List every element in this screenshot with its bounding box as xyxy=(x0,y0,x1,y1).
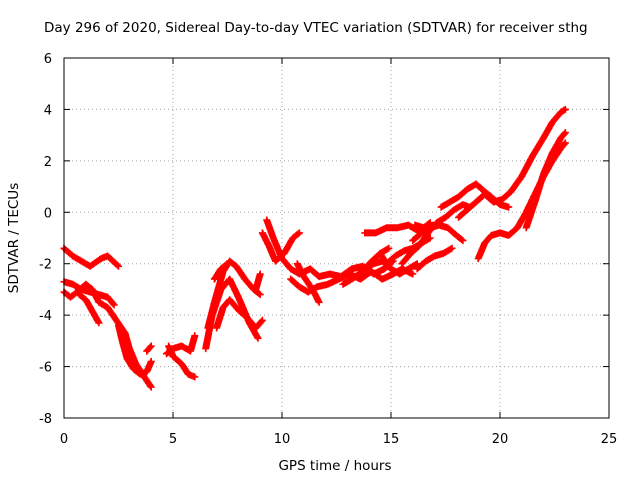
data-markers xyxy=(413,244,456,273)
series-arc5 xyxy=(115,321,155,378)
series-arc20 xyxy=(361,221,428,237)
series-arc8 xyxy=(165,342,199,381)
y-tick-label: -4 xyxy=(39,309,52,324)
data-markers xyxy=(210,260,231,283)
data-markers xyxy=(409,221,467,245)
chart-title: Day 296 of 2020, Sidereal Day-to-day VTE… xyxy=(44,20,588,36)
data-markers xyxy=(143,342,155,355)
y-tick-label: 4 xyxy=(44,103,52,118)
y-tick-label: 2 xyxy=(44,155,52,170)
series-arc11 xyxy=(213,296,266,332)
x-axis-title: GPS time / hours xyxy=(278,458,391,474)
series-arc4 xyxy=(75,291,103,327)
x-tick-label: 0 xyxy=(60,432,68,447)
y-tick-label: 6 xyxy=(44,52,52,67)
data-markers xyxy=(115,321,155,378)
data-markers xyxy=(293,260,323,306)
series-arc29 xyxy=(522,129,569,232)
data-points xyxy=(60,105,569,391)
series-arc25 xyxy=(411,219,434,232)
series-arc12 xyxy=(210,260,231,283)
x-tick-label: 20 xyxy=(492,432,509,447)
series-arc13 xyxy=(252,270,264,293)
grid-lines xyxy=(64,58,609,418)
series-arc23 xyxy=(409,221,467,245)
plot-frame xyxy=(63,57,610,419)
series-arc24 xyxy=(413,244,456,273)
data-markers xyxy=(411,219,434,232)
series-arc17 xyxy=(293,260,323,306)
data-markers xyxy=(75,291,103,327)
data-markers xyxy=(361,221,428,237)
y-tick-label: -2 xyxy=(39,258,52,273)
series-arc27 xyxy=(455,105,569,221)
x-tick-label: 10 xyxy=(274,432,291,447)
data-markers xyxy=(165,342,199,381)
x-tick-labels: 0 5 10 15 20 25 xyxy=(60,432,617,447)
y-tick-label: 0 xyxy=(44,206,52,221)
data-markers xyxy=(213,296,266,332)
y-tick-label: -6 xyxy=(39,361,52,376)
series-arc16 xyxy=(287,265,417,296)
data-markers xyxy=(287,265,417,296)
x-tick-label: 5 xyxy=(169,432,177,447)
x-tick-label: 15 xyxy=(383,432,400,447)
data-markers xyxy=(252,270,264,293)
y-tick-label: -8 xyxy=(39,412,52,427)
y-axis-title: SDTVAR / TECUs xyxy=(6,183,22,293)
series-arc6 xyxy=(143,342,155,355)
y-tick-labels: -8 -6 -4 -2 0 2 4 6 xyxy=(39,52,52,427)
data-markers xyxy=(455,105,569,221)
tick-marks xyxy=(63,57,610,419)
x-tick-label: 25 xyxy=(601,432,618,447)
data-markers xyxy=(522,129,569,232)
